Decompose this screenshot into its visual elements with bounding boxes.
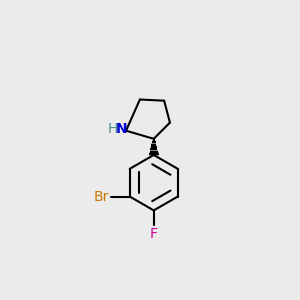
Text: F: F	[150, 227, 158, 241]
Text: H: H	[107, 122, 118, 136]
Text: Br: Br	[94, 190, 109, 203]
Text: N: N	[116, 122, 128, 136]
